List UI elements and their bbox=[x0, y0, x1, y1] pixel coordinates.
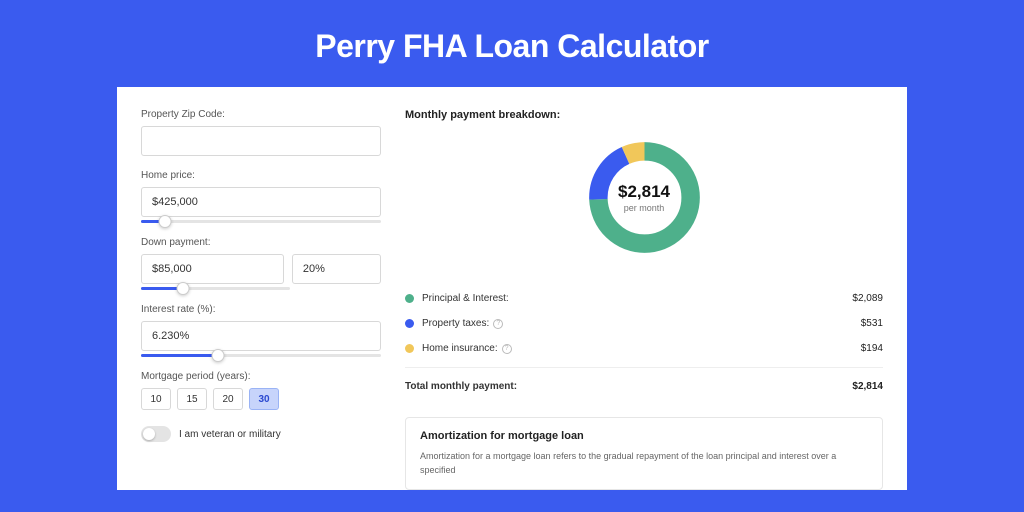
amortization-body: Amortization for a mortgage loan refers … bbox=[420, 450, 868, 477]
total-label: Total monthly payment: bbox=[405, 381, 852, 392]
calculator-panel: Property Zip Code: Home price: Down paym… bbox=[117, 87, 907, 490]
legend-label: Property taxes:? bbox=[422, 318, 861, 329]
legend-dot bbox=[405, 344, 414, 353]
form-column: Property Zip Code: Home price: Down paym… bbox=[141, 109, 381, 490]
legend-row-principal_interest: Principal & Interest:$2,089 bbox=[405, 286, 883, 311]
zip-label: Property Zip Code: bbox=[141, 109, 381, 120]
zip-input[interactable] bbox=[141, 126, 381, 156]
amortization-title: Amortization for mortgage loan bbox=[420, 430, 868, 442]
home-price-slider[interactable] bbox=[141, 220, 381, 223]
legend-dot bbox=[405, 294, 414, 303]
legend-value: $531 bbox=[861, 318, 883, 329]
donut-center: $2,814 per month bbox=[582, 135, 707, 260]
legend-row-home_insurance: Home insurance:?$194 bbox=[405, 336, 883, 361]
home-price-field: Home price: bbox=[141, 170, 381, 223]
total-value: $2,814 bbox=[852, 381, 883, 392]
period-option-30[interactable]: 30 bbox=[249, 388, 279, 410]
legend-label: Home insurance:? bbox=[422, 343, 861, 354]
veteran-label: I am veteran or military bbox=[179, 429, 281, 440]
help-icon[interactable]: ? bbox=[493, 319, 503, 329]
donut-chart: $2,814 per month bbox=[405, 135, 883, 260]
interest-input[interactable] bbox=[141, 321, 381, 351]
legend-value: $194 bbox=[861, 343, 883, 354]
slider-thumb[interactable] bbox=[159, 215, 172, 228]
down-payment-pct-input[interactable] bbox=[292, 254, 381, 284]
donut-amount: $2,814 bbox=[618, 182, 670, 202]
total-row: Total monthly payment: $2,814 bbox=[405, 374, 883, 399]
slider-thumb[interactable] bbox=[211, 349, 224, 362]
zip-field: Property Zip Code: bbox=[141, 109, 381, 156]
toggle-knob bbox=[143, 428, 155, 440]
panel-outer: Property Zip Code: Home price: Down paym… bbox=[117, 87, 907, 490]
down-payment-label: Down payment: bbox=[141, 237, 381, 248]
period-option-15[interactable]: 15 bbox=[177, 388, 207, 410]
veteran-toggle[interactable] bbox=[141, 426, 171, 442]
interest-label: Interest rate (%): bbox=[141, 304, 381, 315]
veteran-row: I am veteran or military bbox=[141, 426, 381, 442]
breakdown-heading: Monthly payment breakdown: bbox=[405, 109, 883, 121]
divider bbox=[405, 367, 883, 368]
legend-row-property_taxes: Property taxes:?$531 bbox=[405, 311, 883, 336]
donut-sub: per month bbox=[624, 203, 665, 213]
down-payment-field: Down payment: bbox=[141, 237, 381, 290]
interest-field: Interest rate (%): bbox=[141, 304, 381, 357]
slider-thumb[interactable] bbox=[176, 282, 189, 295]
down-payment-input[interactable] bbox=[141, 254, 284, 284]
period-field: Mortgage period (years): 10 15 20 30 bbox=[141, 371, 381, 410]
down-payment-slider[interactable] bbox=[141, 287, 290, 290]
period-label: Mortgage period (years): bbox=[141, 371, 381, 382]
home-price-input[interactable] bbox=[141, 187, 381, 217]
page-title: Perry FHA Loan Calculator bbox=[0, 0, 1024, 87]
breakdown-column: Monthly payment breakdown: $2,814 per mo… bbox=[405, 109, 883, 490]
legend-dot bbox=[405, 319, 414, 328]
amortization-card: Amortization for mortgage loan Amortizat… bbox=[405, 417, 883, 490]
period-option-10[interactable]: 10 bbox=[141, 388, 171, 410]
help-icon[interactable]: ? bbox=[502, 344, 512, 354]
legend-value: $2,089 bbox=[852, 293, 883, 304]
legend-label: Principal & Interest: bbox=[422, 293, 852, 304]
home-price-label: Home price: bbox=[141, 170, 381, 181]
period-option-20[interactable]: 20 bbox=[213, 388, 243, 410]
interest-slider[interactable] bbox=[141, 354, 381, 357]
